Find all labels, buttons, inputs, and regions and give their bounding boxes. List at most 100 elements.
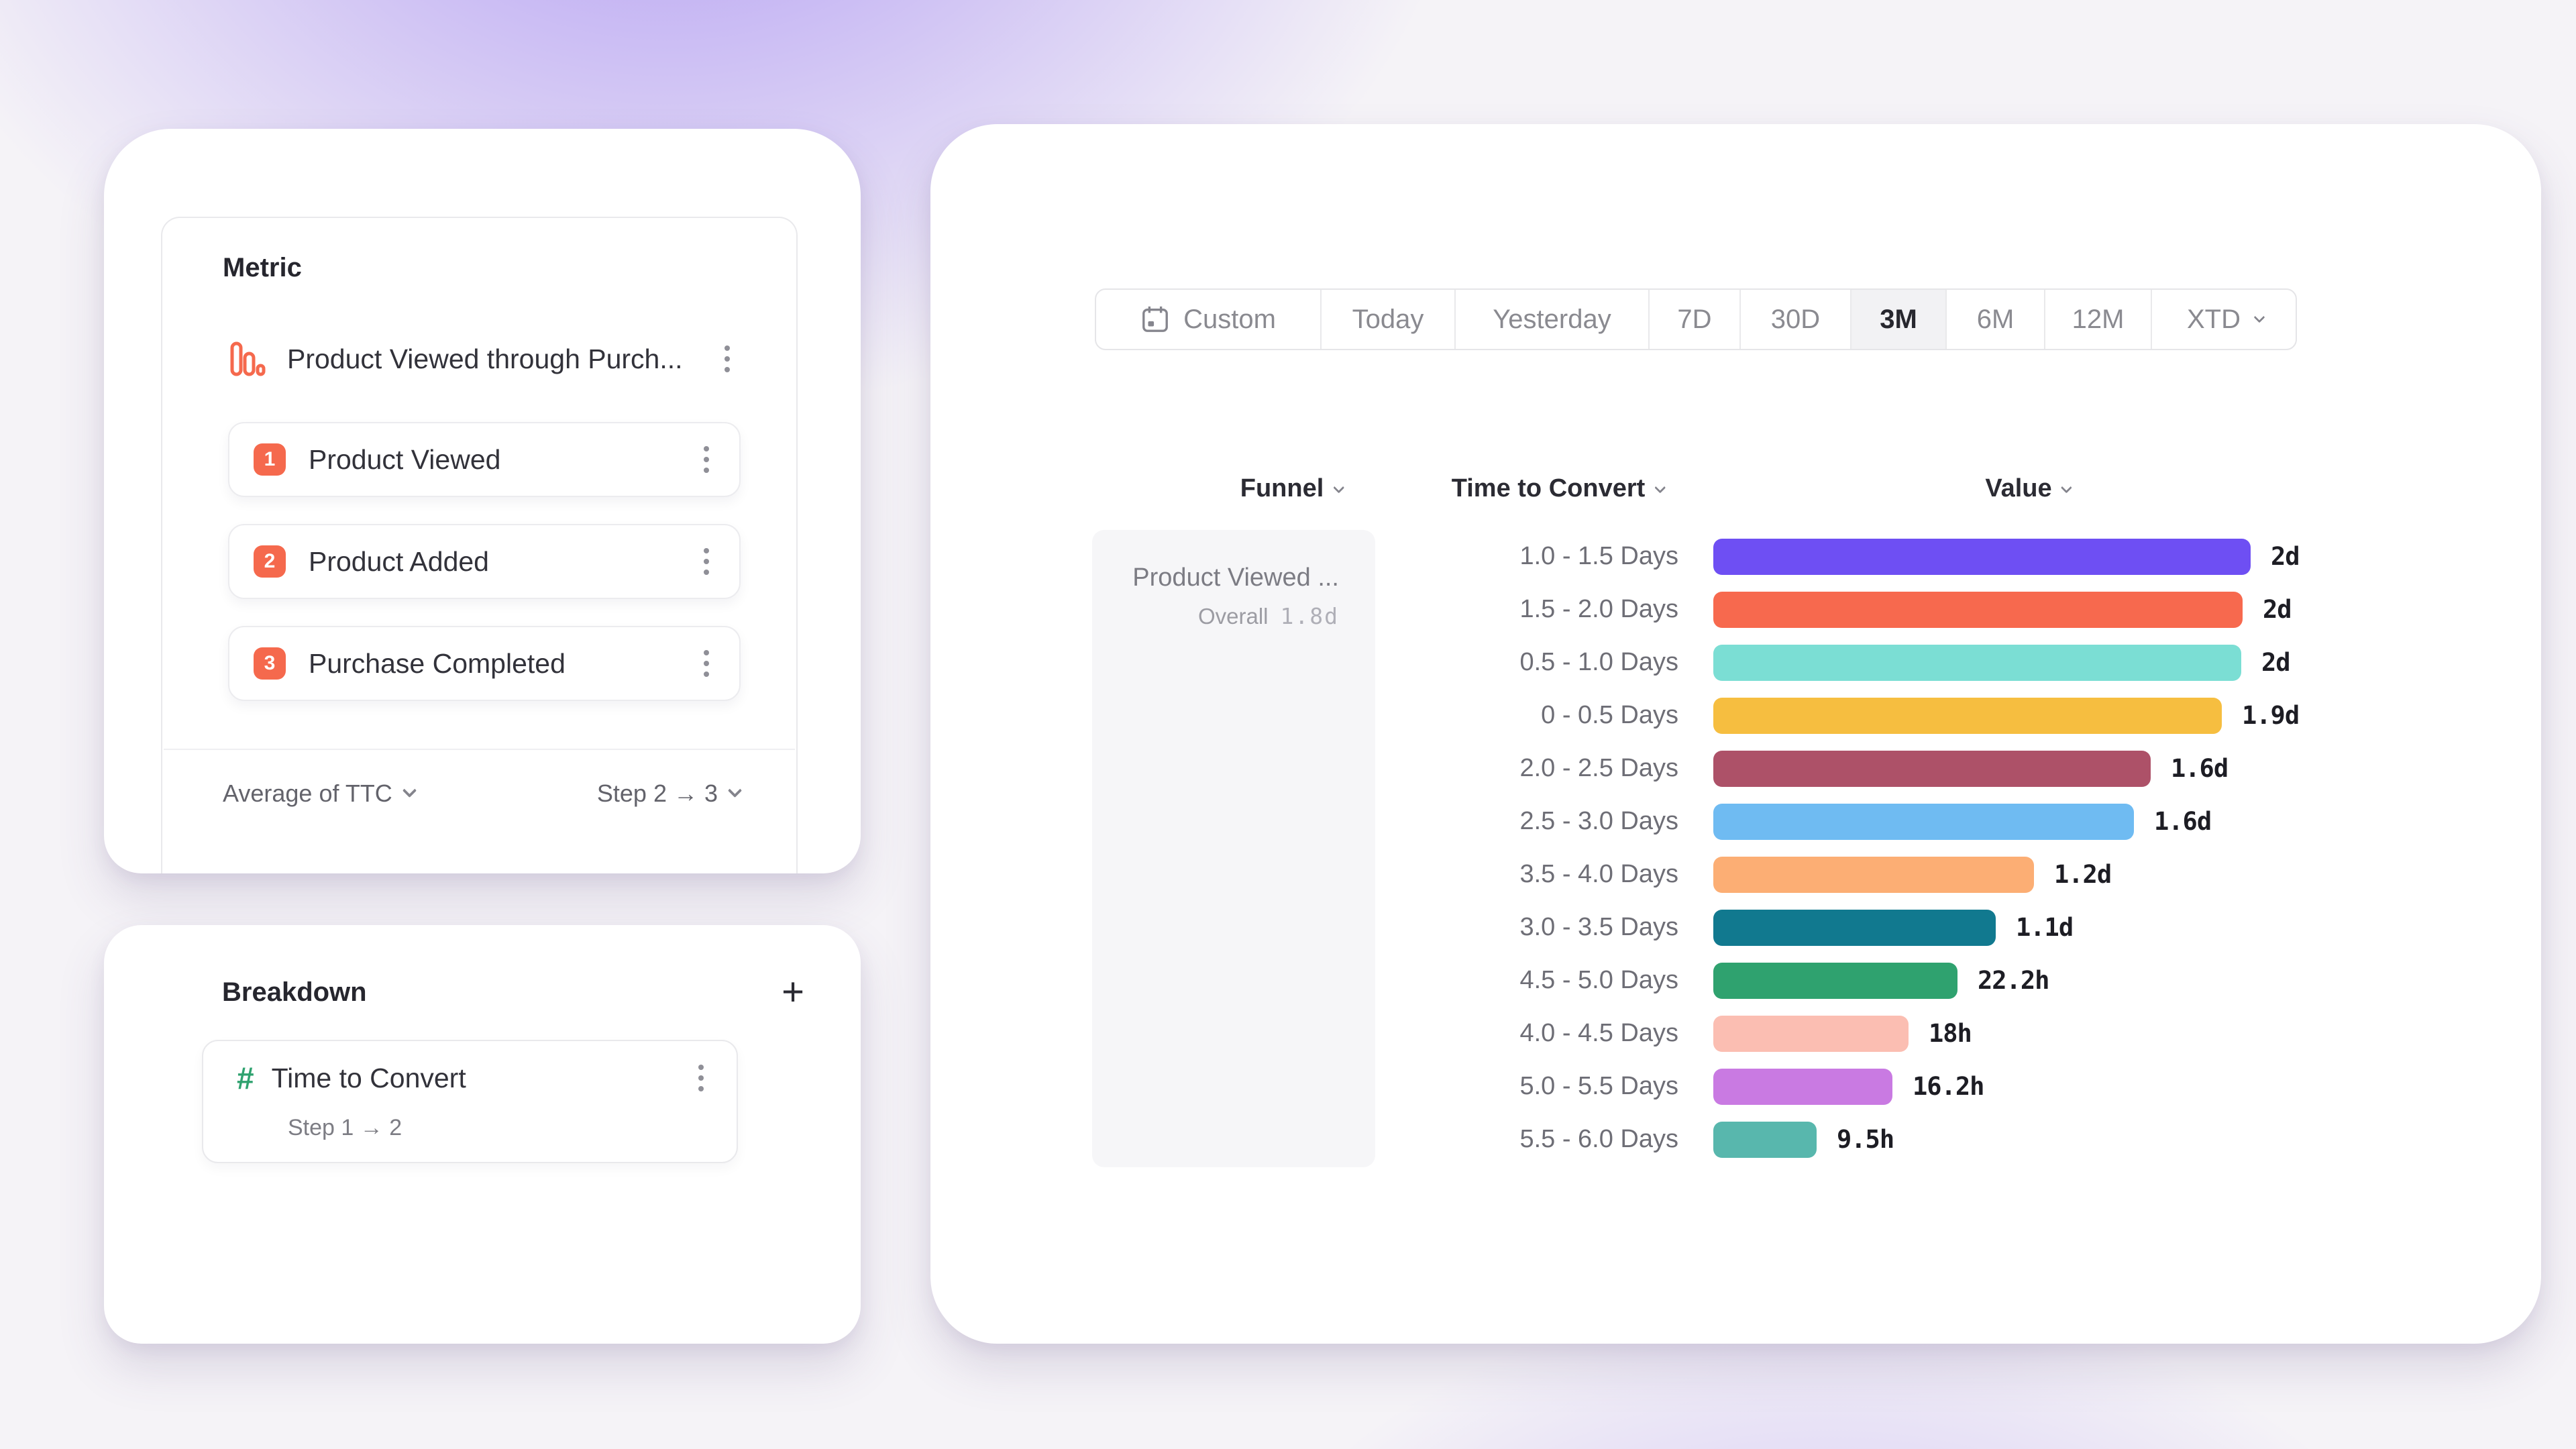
value-label: 2d — [2271, 542, 2300, 571]
step-event-name: Product Viewed — [309, 443, 501, 475]
date-range-option-3m[interactable]: 3M — [1851, 290, 1947, 349]
value-bar[interactable] — [1713, 697, 2222, 734]
funnel-step-card[interactable]: 1 Product Viewed — [228, 422, 741, 497]
breakdown-row: 2.0 - 2.5 Days 1.6d — [1496, 742, 2516, 795]
breakdown-row: 5.5 - 6.0 Days 9.5h — [1496, 1113, 2516, 1166]
value-label: 1.6d — [2154, 807, 2212, 836]
column-header-value[interactable]: Value — [1985, 474, 2073, 503]
breakdown-item-row: # Time to Convert — [237, 1059, 712, 1097]
metric-footer-divider — [164, 749, 795, 750]
value-bar[interactable] — [1713, 909, 1996, 946]
bucket-label: 3.5 - 4.0 Days — [1519, 860, 1678, 888]
step-event-name: Purchase Completed — [309, 647, 566, 679]
metric-kebab-menu-icon[interactable] — [716, 345, 739, 372]
value-label: 9.5h — [1837, 1125, 1894, 1154]
bucket-label: 0.5 - 1.0 Days — [1519, 648, 1678, 676]
date-range-option-today[interactable]: Today — [1322, 290, 1456, 349]
chevron-down-icon — [2253, 311, 2265, 323]
value-bar[interactable] — [1713, 856, 2034, 893]
breakdown-item-card[interactable]: # Time to Convert Step 1 → 2 — [202, 1040, 738, 1163]
aggregation-dropdown[interactable]: Average of TTC — [223, 780, 417, 808]
breakdown-row: 5.0 - 5.5 Days 16.2h — [1496, 1060, 2516, 1113]
date-range-option-custom[interactable]: Custom — [1096, 290, 1322, 349]
column-header-funnel[interactable]: Funnel — [1240, 474, 1344, 503]
step-number-badge: 1 — [254, 443, 286, 476]
date-range-option-6m[interactable]: 6M — [1947, 290, 2045, 349]
breakdown-row: 0 - 0.5 Days 1.9d — [1496, 689, 2516, 742]
breakdown-property-name: Time to Convert — [271, 1062, 466, 1093]
date-range-option-xtd[interactable]: XTD — [2152, 290, 2296, 349]
value-bar[interactable] — [1713, 1068, 1892, 1105]
chevron-down-icon — [1654, 482, 1666, 493]
breakdown-kebab-menu-icon[interactable] — [690, 1065, 712, 1091]
breakdown-row: 4.5 - 5.0 Days 22.2h — [1496, 954, 2516, 1007]
bucket-label: 2.5 - 3.0 Days — [1519, 807, 1678, 835]
breakdown-row: 1.0 - 1.5 Days 2d — [1496, 530, 2516, 583]
value-label: 22.2h — [1978, 966, 2049, 995]
date-range-option-30d[interactable]: 30D — [1741, 290, 1851, 349]
breakdown-header: Breakdown + — [222, 965, 804, 1019]
bucket-label: 5.0 - 5.5 Days — [1519, 1072, 1678, 1100]
value-label: 1.1d — [2016, 913, 2074, 942]
chevron-down-icon — [727, 783, 743, 798]
bucket-label: 4.5 - 5.0 Days — [1519, 966, 1678, 994]
step-kebab-menu-icon[interactable] — [695, 446, 718, 473]
funnel-metric-row[interactable]: Product Viewed through Purch... — [229, 337, 739, 380]
value-label: 16.2h — [1913, 1072, 1984, 1101]
value-bar[interactable] — [1713, 538, 2251, 575]
breakdown-step-range: Step 1 → 2 — [288, 1115, 402, 1140]
date-range-option-yesterday[interactable]: Yesterday — [1456, 290, 1650, 349]
metric-panel: Metric Product Viewed through Purch... 1… — [161, 217, 798, 873]
chevron-down-icon — [402, 783, 417, 798]
breakdown-title: Breakdown — [222, 977, 367, 1007]
step-kebab-menu-icon[interactable] — [695, 650, 718, 677]
chevron-down-icon — [2061, 482, 2073, 493]
breakdown-row: 0.5 - 1.0 Days 2d — [1496, 636, 2516, 689]
breakdown-row: 4.0 - 4.5 Days 18h — [1496, 1007, 2516, 1060]
breakdown-row: 2.5 - 3.0 Days 1.6d — [1496, 795, 2516, 848]
value-bar[interactable] — [1713, 644, 2241, 681]
funnel-step-card[interactable]: 3 Purchase Completed — [228, 626, 741, 701]
funnel-cell[interactable]: Product Viewed ... Overall 1.8d — [1092, 530, 1375, 1167]
value-label: 2d — [2263, 595, 2292, 624]
breakdown-section-card: Breakdown + # Time to Convert Step 1 → 2 — [104, 925, 861, 1344]
value-label: 1.2d — [2054, 860, 2112, 889]
bucket-label: 5.5 - 6.0 Days — [1519, 1125, 1678, 1153]
value-label: 1.9d — [2242, 701, 2300, 730]
funnel-bars-icon — [229, 341, 266, 377]
bucket-label: 1.0 - 1.5 Days — [1519, 542, 1678, 570]
breakdown-row: 3.5 - 4.0 Days 1.2d — [1496, 848, 2516, 901]
add-breakdown-button[interactable]: + — [782, 970, 804, 1014]
step-event-name: Product Added — [309, 545, 489, 577]
value-bar[interactable] — [1713, 1015, 1909, 1052]
step-number-badge: 2 — [254, 545, 286, 578]
value-bar[interactable] — [1713, 750, 2151, 787]
funnel-cell-overall: Overall 1.8d — [1197, 603, 1339, 629]
date-range-option-7d[interactable]: 7D — [1650, 290, 1741, 349]
value-label: 2d — [2261, 648, 2291, 677]
bucket-label: 4.0 - 4.5 Days — [1519, 1019, 1678, 1047]
step-number-badge: 3 — [254, 647, 286, 680]
value-bar[interactable] — [1713, 962, 1957, 999]
hash-icon: # — [237, 1061, 254, 1095]
breakdown-row: 1.5 - 2.0 Days 2d — [1496, 583, 2516, 636]
funnel-step-card[interactable]: 2 Product Added — [228, 524, 741, 599]
metric-name: Product Viewed through Purch... — [287, 343, 683, 374]
step-range-dropdown[interactable]: Step 2 → 3 — [597, 780, 743, 808]
overall-value: 1.8d — [1280, 603, 1339, 629]
metric-panel-title: Metric — [223, 253, 302, 282]
value-bar[interactable] — [1713, 803, 2134, 840]
bucket-label: 1.5 - 2.0 Days — [1519, 595, 1678, 623]
report-card: Custom Today Yesterday 7D 30D 3M 6M 12M XTD Funn… — [930, 124, 2541, 1344]
bucket-label: 3.0 - 3.5 Days — [1519, 913, 1678, 941]
value-bar[interactable] — [1713, 1121, 1817, 1158]
value-bar[interactable] — [1713, 591, 2243, 628]
column-header-time-to-convert[interactable]: Time to Convert — [1452, 474, 1666, 503]
value-label: 1.6d — [2171, 754, 2229, 783]
metric-section-card: Metric Product Viewed through Purch... 1… — [104, 129, 861, 873]
funnel-cell-name: Product Viewed ... — [1132, 564, 1339, 592]
step-kebab-menu-icon[interactable] — [695, 548, 718, 575]
date-range-option-12m[interactable]: 12M — [2045, 290, 2152, 349]
chevron-down-icon — [1332, 482, 1344, 493]
metric-footer: Average of TTC Step 2 → 3 — [223, 767, 743, 820]
